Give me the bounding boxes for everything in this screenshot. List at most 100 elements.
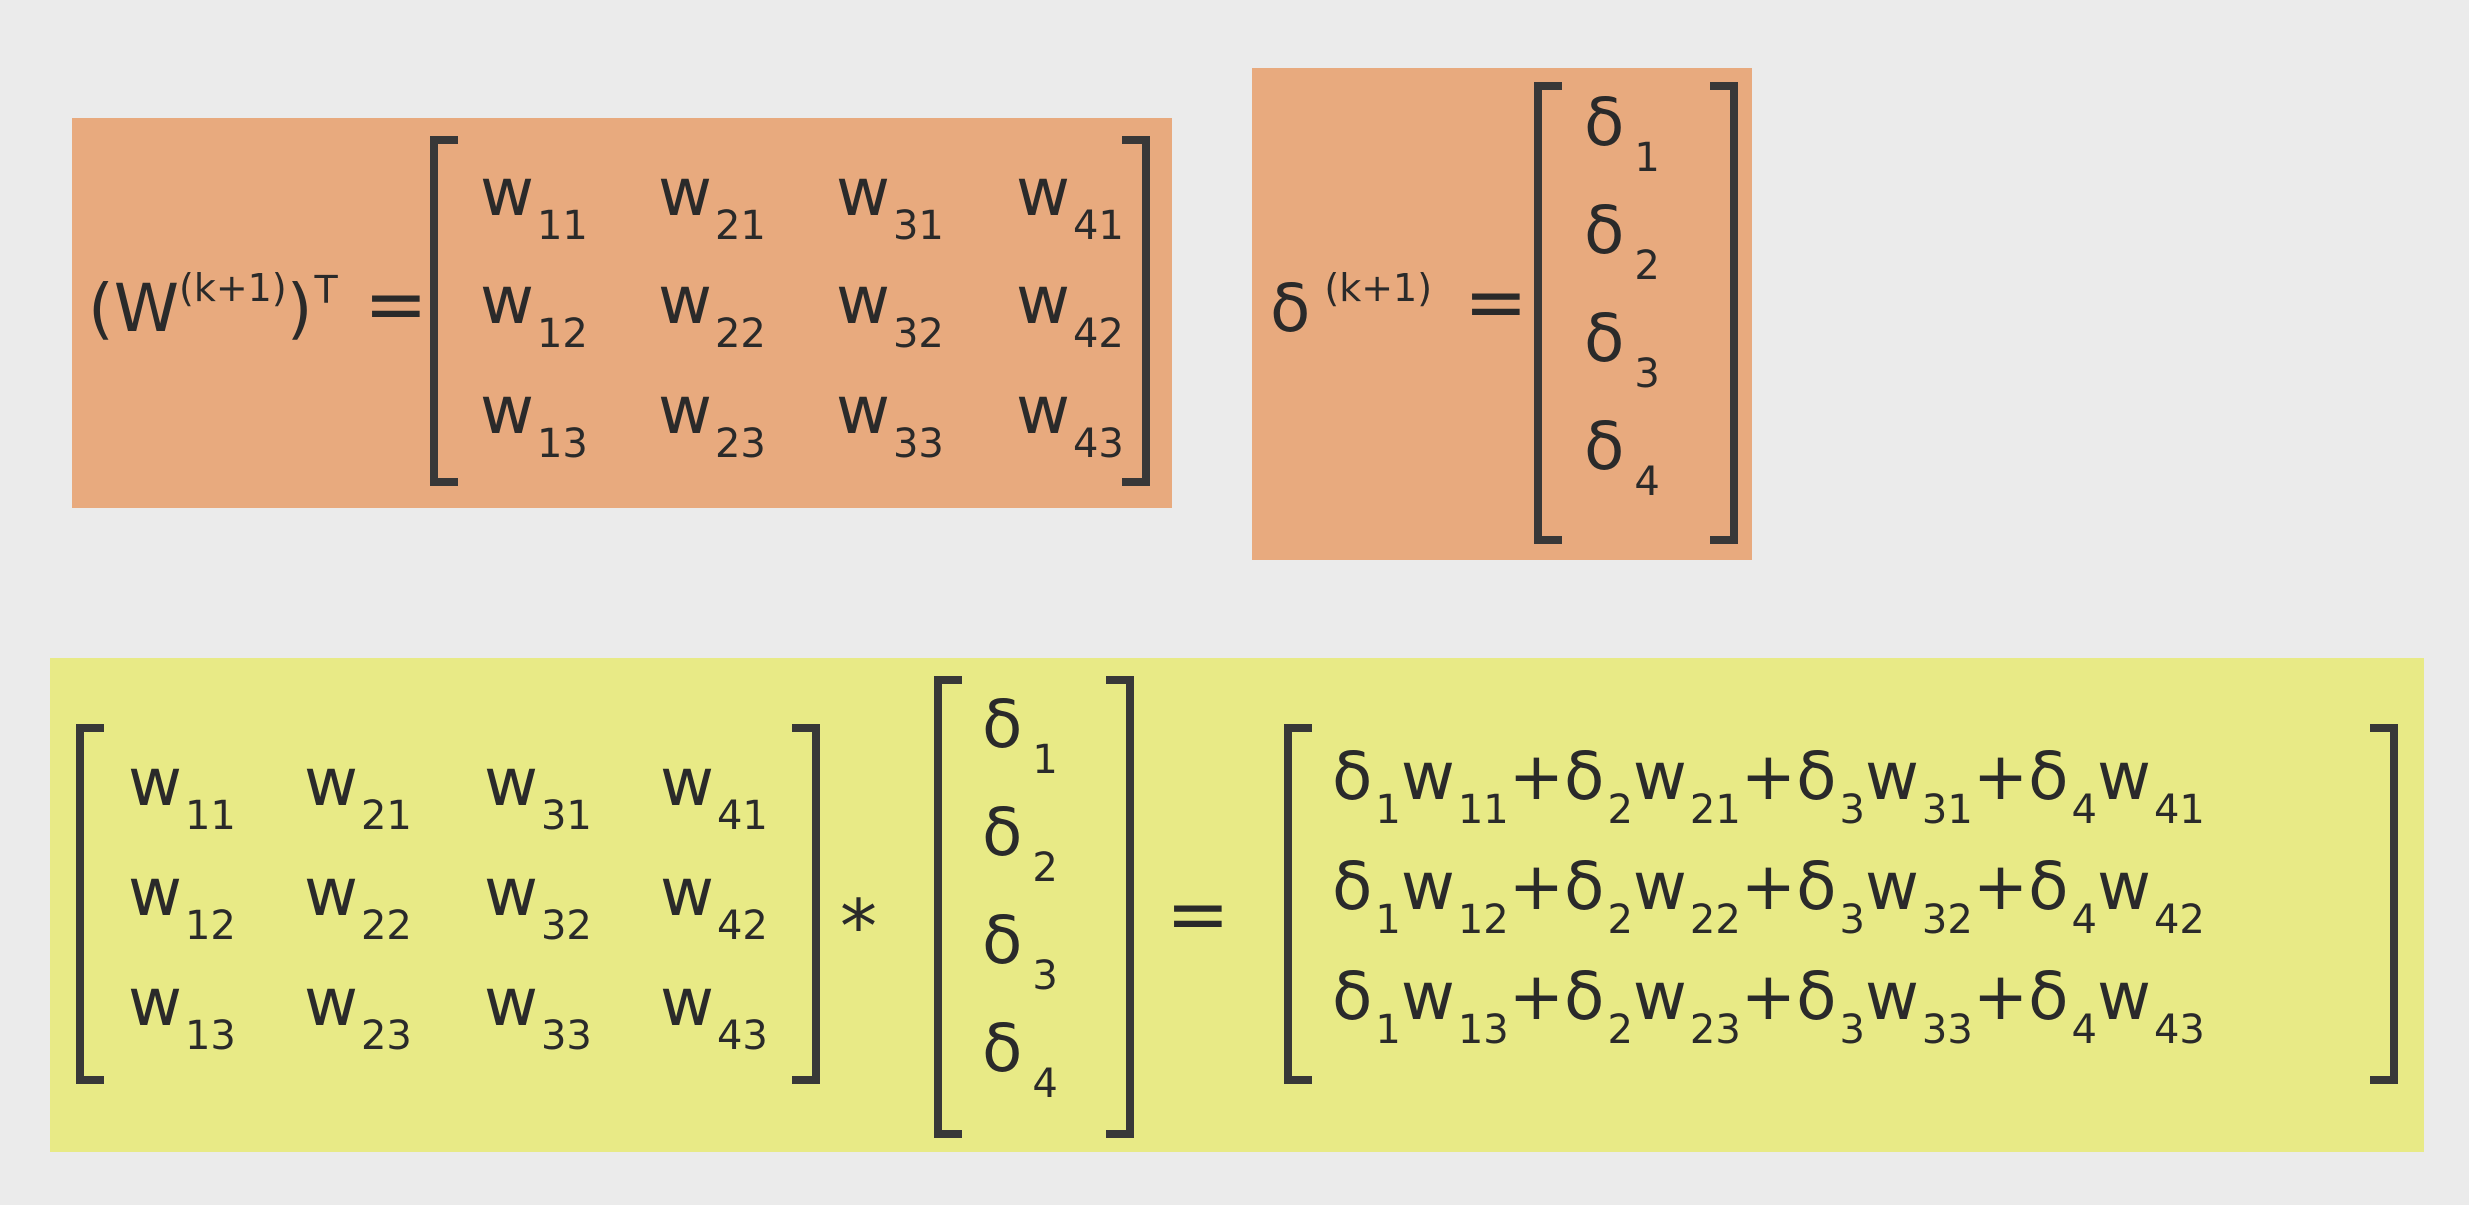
matrix-entry: w12	[128, 860, 236, 947]
symbol-base: w	[1016, 262, 1070, 339]
weight-symbol: w	[2096, 738, 2151, 815]
right-bracket	[1122, 136, 1150, 486]
delta-subscript: 2	[1607, 897, 1633, 943]
equals-sign: =	[1166, 869, 1230, 958]
plus-sign: +	[1972, 958, 2029, 1035]
delta-symbol: δ	[1796, 848, 1837, 925]
symbol-subscript: 4	[1032, 1061, 1058, 1107]
delta-subscript: 1	[1375, 897, 1401, 943]
delta-subscript: 1	[1375, 787, 1401, 833]
matrix-entry: w31	[484, 750, 592, 837]
symbol-subscript: 21	[360, 793, 412, 839]
delta-subscript: 4	[2071, 897, 2097, 943]
matrix-entry: w32	[484, 860, 592, 947]
matrix-right-bracket	[792, 724, 820, 1084]
delta-subscript: 2	[1607, 787, 1633, 833]
symbol-subscript: 41	[1072, 203, 1124, 249]
symbol-subscript: 31	[892, 203, 944, 249]
plus-sign: +	[1740, 848, 1797, 925]
symbol-subscript: 2	[1634, 243, 1660, 289]
symbol-subscript: 33	[892, 421, 944, 467]
symbol-subscript: 13	[184, 1013, 236, 1059]
symbol-subscript: 11	[536, 203, 588, 249]
delta-base: δ	[1270, 270, 1311, 347]
delta-subscript: 3	[1839, 1007, 1865, 1053]
symbol-base: δ	[982, 902, 1023, 979]
symbol-base: w	[484, 854, 538, 931]
symbol-base: w	[484, 744, 538, 821]
weight-symbol: w	[2096, 958, 2151, 1035]
equals-sign: =	[1464, 257, 1528, 346]
symbol-subscript: 12	[536, 311, 588, 357]
delta-symbol: δ	[1564, 848, 1605, 925]
plus-sign: +	[1508, 738, 1565, 815]
symbol-subscript: 4	[1634, 459, 1660, 505]
symbol-base: w	[1016, 154, 1070, 231]
plus-sign: +	[1740, 958, 1797, 1035]
result-row: δ1w13+δ2w23+δ3w33+δ4w43	[1332, 964, 2205, 1051]
result-right-bracket	[2370, 724, 2398, 1084]
delta-symbol: δ	[1796, 738, 1837, 815]
delta-symbol: δ	[1564, 738, 1605, 815]
symbol-subscript: 21	[714, 203, 766, 249]
delta-symbol: δ	[1796, 958, 1837, 1035]
symbol-base: w	[660, 964, 714, 1041]
matrix-entry: w11	[128, 750, 236, 837]
symbol-base: w	[658, 154, 712, 231]
symbol-base: δ	[1584, 300, 1625, 377]
delta-subscript: 4	[2071, 787, 2097, 833]
symbol-subscript: 22	[360, 903, 412, 949]
symbol-base: δ	[1584, 84, 1625, 161]
weight-symbol: w	[1400, 848, 1455, 925]
result-left-bracket	[1284, 724, 1312, 1084]
symbol-subscript: 33	[540, 1013, 592, 1059]
delta-symbol: δ	[2028, 848, 2069, 925]
symbol-base: w	[128, 854, 182, 931]
symbol-subscript: 1	[1032, 737, 1058, 783]
matrix-entry: w23	[304, 970, 412, 1057]
left-bracket	[430, 136, 458, 486]
symbol-base: w	[480, 372, 534, 449]
matrix-entry: w42	[660, 860, 768, 947]
symbol-subscript: 13	[536, 421, 588, 467]
weight-subscript: 13	[1457, 1007, 1509, 1053]
matrix-entry: w23	[658, 378, 766, 465]
right-bracket	[1710, 82, 1738, 544]
plus-sign: +	[1972, 848, 2029, 925]
matrix-left-bracket	[76, 724, 104, 1084]
result-row: δ1w12+δ2w22+δ3w32+δ4w42	[1332, 854, 2205, 941]
plus-sign: +	[1508, 958, 1565, 1035]
matrix-entry: w22	[658, 268, 766, 355]
delta-subscript: 3	[1839, 787, 1865, 833]
matrix-entry: w41	[1016, 160, 1124, 247]
label-close: )	[286, 270, 313, 347]
matrix-entry: w21	[658, 160, 766, 247]
plus-sign: +	[1972, 738, 2029, 815]
symbol-base: w	[480, 262, 534, 339]
symbol-subscript: 31	[540, 793, 592, 839]
weight-subscript: 11	[1457, 787, 1509, 833]
symbol-base: w	[304, 964, 358, 1041]
matrix-entry: w32	[836, 268, 944, 355]
weight-symbol: w	[1864, 958, 1919, 1035]
vector-left-bracket	[934, 676, 962, 1138]
symbol-subscript: 42	[1072, 311, 1124, 357]
transpose-symbol: T	[314, 268, 338, 312]
symbol-subscript: 42	[716, 903, 768, 949]
weight-subscript: 23	[1689, 1007, 1741, 1053]
weight-symbol: w	[1632, 848, 1687, 925]
symbol-base: w	[304, 744, 358, 821]
label-open: (W	[88, 270, 180, 347]
symbol-base: w	[304, 854, 358, 931]
symbol-subscript: 41	[716, 793, 768, 839]
delta-symbol: δ	[1564, 958, 1605, 1035]
weight-symbol: w	[1864, 738, 1919, 815]
symbol-subscript: 23	[360, 1013, 412, 1059]
result-row: δ1w11+δ2w21+δ3w31+δ4w41	[1332, 744, 2205, 831]
